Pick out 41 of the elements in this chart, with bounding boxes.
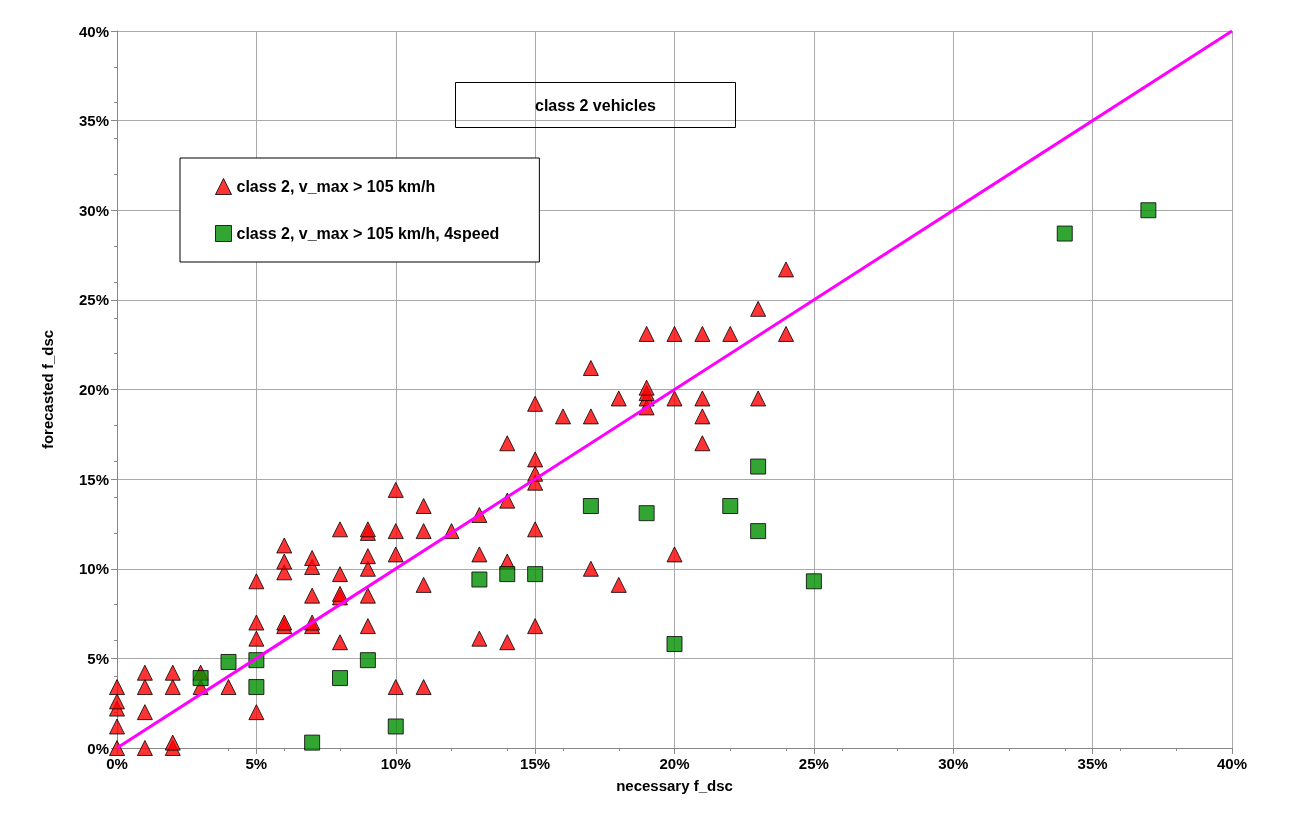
point [304,734,321,751]
point [750,523,767,540]
x-tick-label: 0% [106,755,128,772]
point [722,498,739,515]
x-tick-label: 15% [520,755,551,772]
x-tick-label: 20% [659,755,690,772]
x-tick-label: 5% [245,755,268,772]
x-tick-label: 25% [798,755,829,772]
x-tick-label: 10% [380,755,411,772]
legend-label: class 2, v_max > 105 km/h, 4speed [236,225,500,242]
x-tick-label: 40% [1216,755,1248,772]
point [805,573,822,590]
point [387,718,404,735]
text: class 2 vehicles [535,96,657,114]
y-tick-label: 40% [78,22,109,40]
y-axis-title: forecasted f_dsc [39,329,56,450]
y-tick-label: 10% [78,560,109,578]
y-tick-label: 0% [87,739,109,757]
x-axis-title: necessary f_dsc [616,777,733,794]
y-tick-label: 20% [78,381,109,398]
point [527,566,544,583]
y-tick-label: 30% [78,201,109,219]
point [248,679,265,696]
y-tick-label: 15% [78,470,109,488]
point [666,636,683,653]
point [1140,202,1157,219]
point [582,498,599,515]
point [359,652,376,669]
point [1056,225,1073,242]
legend-label: class 2, v_max > 105 km/h [236,178,436,195]
y-tick-label: 5% [87,649,109,667]
point [638,505,655,522]
point [220,653,237,670]
point [332,670,348,687]
x-tick-label: 35% [1077,755,1108,772]
y-tick-label: 25% [78,291,109,309]
y-tick-label: 35% [78,112,109,130]
point [750,458,767,475]
point [499,566,516,583]
point [471,571,488,588]
x-tick-label: 30% [938,755,969,772]
